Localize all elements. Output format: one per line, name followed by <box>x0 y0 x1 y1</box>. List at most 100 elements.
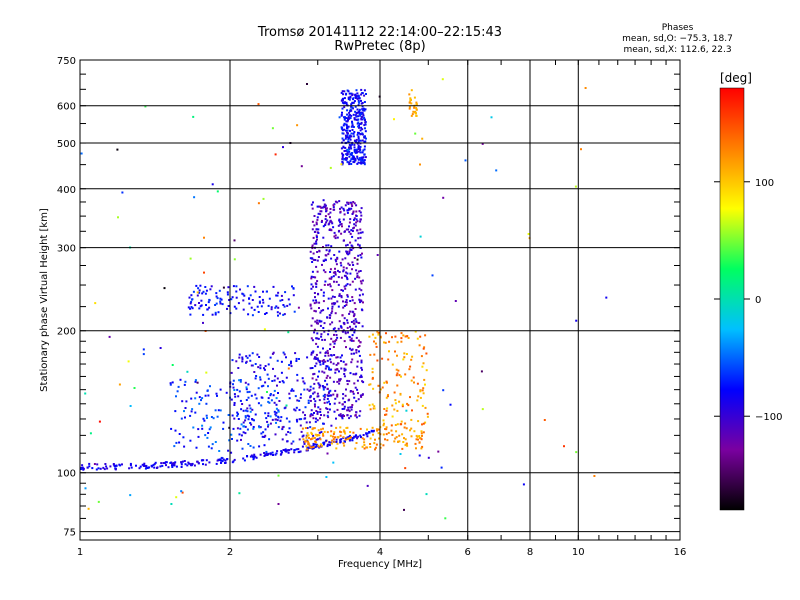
data-point <box>311 246 314 249</box>
data-point <box>349 390 352 393</box>
data-point <box>364 121 367 124</box>
data-point <box>259 453 262 456</box>
data-point <box>280 416 283 419</box>
data-point <box>316 419 319 422</box>
data-point <box>174 461 177 464</box>
data-point <box>219 458 222 461</box>
data-point <box>348 230 351 233</box>
data-point <box>394 402 397 405</box>
data-point <box>324 280 327 283</box>
data-point <box>363 117 366 119</box>
data-point <box>227 305 230 307</box>
data-point <box>222 286 225 289</box>
data-point <box>295 357 298 360</box>
data-point <box>356 258 359 261</box>
data-point <box>358 287 361 290</box>
data-point <box>175 465 178 468</box>
data-point <box>356 95 359 98</box>
data-point <box>205 402 208 405</box>
data-point <box>334 389 337 392</box>
data-point <box>202 463 204 466</box>
data-point <box>332 206 335 209</box>
data-point <box>372 433 374 436</box>
data-point <box>250 394 253 397</box>
data-point <box>355 320 358 323</box>
data-point <box>351 101 354 104</box>
data-point <box>276 311 279 314</box>
data-point <box>322 347 324 350</box>
data-point <box>143 462 146 465</box>
y-tick-label: 400 <box>57 185 76 196</box>
data-point <box>279 299 282 302</box>
data-point <box>357 270 360 273</box>
data-point <box>352 436 355 439</box>
data-point <box>377 384 380 387</box>
data-point <box>347 96 350 99</box>
data-point <box>298 358 300 360</box>
data-point <box>214 441 217 443</box>
data-point <box>235 285 238 288</box>
data-point <box>343 444 346 447</box>
data-point <box>196 294 199 297</box>
data-point <box>338 250 341 253</box>
data-point <box>369 353 372 356</box>
data-point <box>343 340 346 343</box>
data-point <box>322 205 325 208</box>
data-point <box>339 440 342 443</box>
data-point <box>360 88 363 91</box>
data-point <box>332 226 335 229</box>
data-point <box>206 417 208 419</box>
data-point <box>363 101 366 103</box>
data-point <box>348 225 350 228</box>
data-point <box>346 211 349 214</box>
data-point <box>374 446 377 449</box>
data-point <box>329 219 332 222</box>
data-point <box>364 135 366 138</box>
data-point <box>233 417 236 420</box>
data-point <box>94 302 97 305</box>
data-point <box>346 150 349 153</box>
data-point <box>347 132 349 135</box>
data-point <box>263 328 266 331</box>
data-point <box>212 417 215 420</box>
data-point <box>231 461 234 464</box>
data-point <box>313 436 316 439</box>
data-point <box>214 304 217 306</box>
data-point <box>336 236 339 239</box>
data-point <box>257 103 260 106</box>
data-point <box>329 434 332 437</box>
data-point <box>360 118 363 121</box>
data-point <box>277 291 280 294</box>
data-point <box>361 115 363 118</box>
data-point <box>351 334 354 337</box>
data-point <box>273 401 276 404</box>
data-point <box>338 200 341 203</box>
data-point <box>215 292 218 295</box>
data-point <box>235 360 238 363</box>
data-point <box>340 295 343 297</box>
data-point <box>255 375 258 377</box>
data-point <box>312 258 315 261</box>
data-point <box>357 146 360 149</box>
data-point <box>310 324 313 327</box>
data-point <box>324 379 327 382</box>
data-point <box>349 339 352 342</box>
data-point <box>175 496 178 499</box>
data-point <box>334 340 337 343</box>
data-point <box>260 305 263 308</box>
data-point <box>263 444 266 447</box>
data-point <box>252 426 255 428</box>
data-point <box>282 351 285 354</box>
data-point <box>313 302 316 305</box>
data-point <box>249 359 252 362</box>
data-point <box>593 475 596 477</box>
data-point <box>238 390 241 393</box>
data-point <box>355 89 358 92</box>
data-point <box>324 207 327 210</box>
data-point <box>346 326 349 329</box>
data-point <box>363 441 366 444</box>
data-point <box>322 386 325 389</box>
data-point <box>417 438 419 441</box>
data-point <box>355 138 358 141</box>
data-point <box>350 349 353 352</box>
